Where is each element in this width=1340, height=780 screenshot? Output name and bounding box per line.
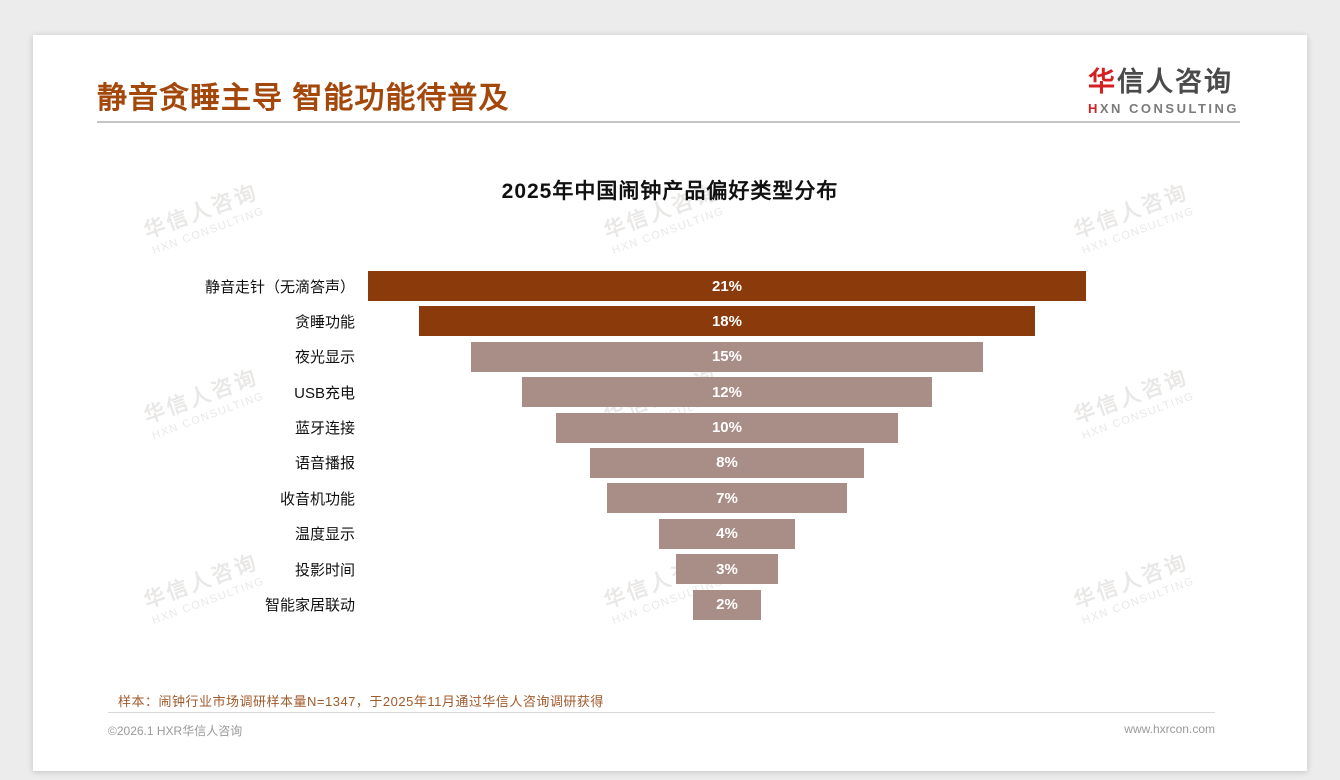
bar-category-label: USB充电 — [294, 384, 355, 402]
bar-value-label: 18% — [711, 312, 742, 330]
bar-segment: 8% — [590, 447, 864, 478]
company-logo: 华信人咨询 HXN CONSULTING — [1088, 60, 1239, 116]
footer-website: www.hxrcon.com — [1124, 722, 1215, 736]
bar-value-label: 2% — [716, 596, 738, 614]
bar-track: 12% — [368, 377, 1307, 408]
chart-row: 夜光显示 15% — [33, 341, 1307, 372]
logo-english-first-char: H — [1087, 101, 1100, 116]
bar-value-label: 3% — [716, 560, 738, 578]
chart-row: 投影时间 3% — [33, 554, 1307, 585]
bar-category-label: 静音走针（无滴答声） — [204, 278, 355, 296]
bar-value-label: 7% — [716, 489, 738, 507]
bar-category-label: 语音播报 — [294, 455, 355, 473]
bar-category-label: 收音机功能 — [279, 490, 355, 508]
bar-track: 4% — [368, 518, 1307, 549]
bar-track: 18% — [368, 306, 1307, 337]
bar-segment: 15% — [470, 341, 984, 372]
bar-track: 10% — [368, 412, 1307, 443]
bar-segment: 18% — [419, 306, 1035, 337]
logo-english-rest: XN CONSULTING — [1099, 101, 1239, 116]
bar-value-label: 4% — [716, 525, 738, 543]
footer: ©2026.1 HXR华信人咨询 www.hxrcon.com — [108, 712, 1215, 739]
chart-title: 2025年中国闹钟产品偏好类型分布 — [501, 180, 839, 203]
chart-row: 语音播报 8% — [33, 447, 1307, 478]
bar-track: 7% — [368, 483, 1307, 514]
chart-row: 蓝牙连接 10% — [33, 412, 1307, 443]
chart-rows: 静音走针（无滴答声） 21% 贪睡功能 18% 夜光显示 15% USB充电 12% 蓝牙连接 1… — [33, 271, 1307, 625]
bar-segment: 21% — [368, 271, 1086, 301]
bar-category-label: 温度显示 — [294, 526, 355, 544]
bar-value-label: 8% — [716, 454, 738, 472]
chart-row: 静音走针（无滴答声） 21% — [33, 271, 1307, 301]
chart-row: USB充电 12% — [33, 377, 1307, 408]
bar-segment: 4% — [658, 518, 796, 549]
bar-value-label: 12% — [711, 383, 742, 401]
bar-value-label: 15% — [711, 348, 742, 366]
logo-english-text: HXN CONSULTING — [1088, 101, 1239, 116]
bar-track: 3% — [368, 554, 1307, 585]
bar-category-label: 夜光显示 — [294, 349, 355, 367]
chart-row: 温度显示 4% — [33, 518, 1307, 549]
slide-card: 华信人咨询 HXN CONSULTING 华信人咨询 HXN CONSULTING 华信… — [33, 35, 1307, 771]
chart-row: 智能家居联动 2% — [33, 589, 1307, 620]
sample-note: 样本：闹钟行业市场调研样本量N=1347，于2025年11月通过华信人咨询调研获… — [118, 694, 604, 709]
bar-value-label: 10% — [711, 419, 742, 437]
bar-segment: 10% — [556, 412, 898, 443]
header-divider — [97, 121, 1240, 123]
bar-track: 21% — [368, 271, 1307, 301]
logo-chinese-rest: 信人咨询 — [1116, 67, 1233, 97]
slide-content: 静音贪睡主导 智能功能待普及 华信人咨询 HXN CONSULTING 2025… — [33, 35, 1307, 771]
chart-row: 贪睡功能 18% — [33, 306, 1307, 337]
bar-segment: 3% — [675, 554, 779, 585]
page-title: 静音贪睡主导 智能功能待普及 — [97, 82, 510, 115]
bar-category-label: 智能家居联动 — [264, 597, 355, 615]
footer-copyright: ©2026.1 HXR华信人咨询 — [108, 724, 243, 738]
chart-row: 收音机功能 7% — [33, 483, 1307, 514]
bar-segment: 2% — [692, 589, 762, 620]
logo-chinese-text: 华信人咨询 — [1088, 60, 1239, 99]
bar-category-label: 蓝牙连接 — [294, 420, 355, 438]
bar-track: 8% — [368, 447, 1307, 478]
logo-chinese-first-char: 华 — [1087, 67, 1117, 97]
bar-segment: 7% — [607, 483, 847, 514]
bar-value-label: 21% — [711, 277, 743, 295]
bar-category-label: 投影时间 — [294, 561, 355, 579]
bar-segment: 12% — [521, 377, 933, 408]
bar-track: 15% — [368, 341, 1307, 372]
bar-category-label: 贪睡功能 — [294, 313, 355, 331]
bar-track: 2% — [368, 589, 1307, 620]
